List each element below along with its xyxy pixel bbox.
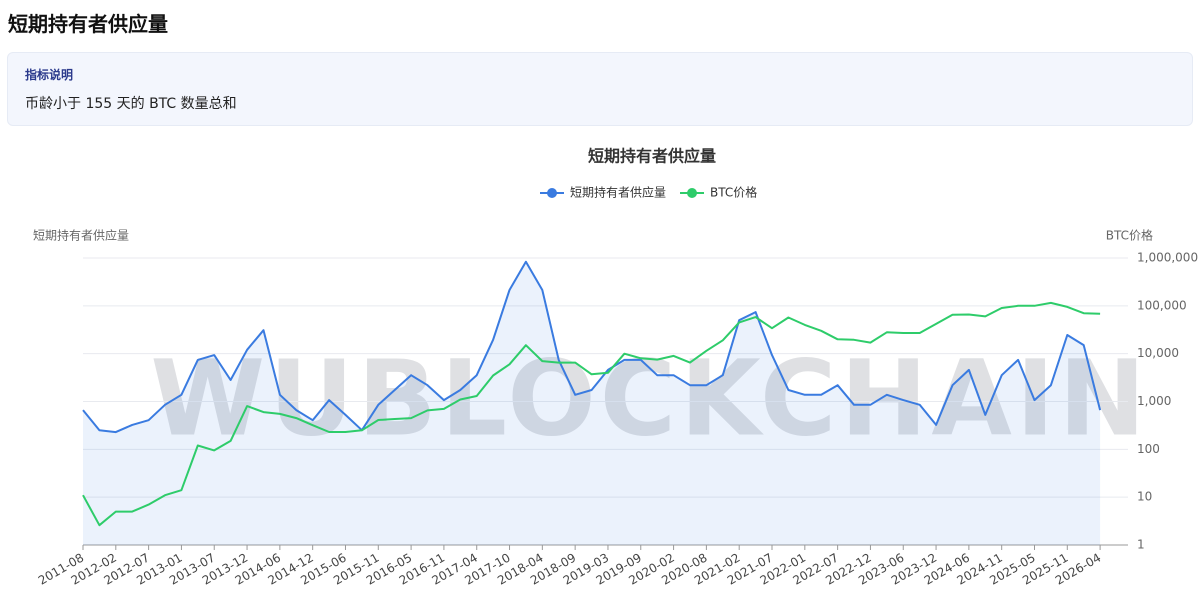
chart-title: 短期持有者供应量 bbox=[588, 147, 716, 166]
page-title: 短期持有者供应量 bbox=[8, 12, 168, 36]
y2-axis-title: BTC价格 bbox=[1106, 228, 1153, 243]
series-area bbox=[83, 261, 1101, 545]
legend-item[interactable]: BTC价格 bbox=[680, 185, 757, 200]
y2-tick-label: 10 bbox=[1137, 490, 1152, 504]
legend-swatch bbox=[687, 188, 698, 198]
legend-label: BTC价格 bbox=[710, 185, 757, 200]
series-line bbox=[82, 301, 1101, 527]
y2-tick-label: 100 bbox=[1137, 442, 1160, 456]
info-label: 指标说明 bbox=[25, 68, 74, 82]
y2-tick-label: 10,000 bbox=[1137, 346, 1179, 360]
series-line bbox=[82, 260, 1102, 434]
y2-tick-label: 1 bbox=[1137, 538, 1145, 552]
legend-label: 短期持有者供应量 bbox=[570, 185, 666, 200]
legend-item[interactable]: 短期持有者供应量 bbox=[540, 185, 666, 200]
y-axis-title: 短期持有者供应量 bbox=[33, 228, 129, 243]
y2-tick-label: 1,000 bbox=[1137, 394, 1171, 408]
info-text: 币龄小于 155 天的 BTC 数量总和 bbox=[25, 96, 237, 112]
y2-tick-label: 100,000 bbox=[1137, 298, 1187, 312]
legend-swatch bbox=[547, 188, 557, 198]
legend: 短期持有者供应量 BTC价格 bbox=[540, 185, 757, 200]
info-box: 指标说明 币龄小于 155 天的 BTC 数量总和 bbox=[7, 52, 1193, 126]
y2-tick-label: 1,000,000 bbox=[1137, 251, 1198, 265]
